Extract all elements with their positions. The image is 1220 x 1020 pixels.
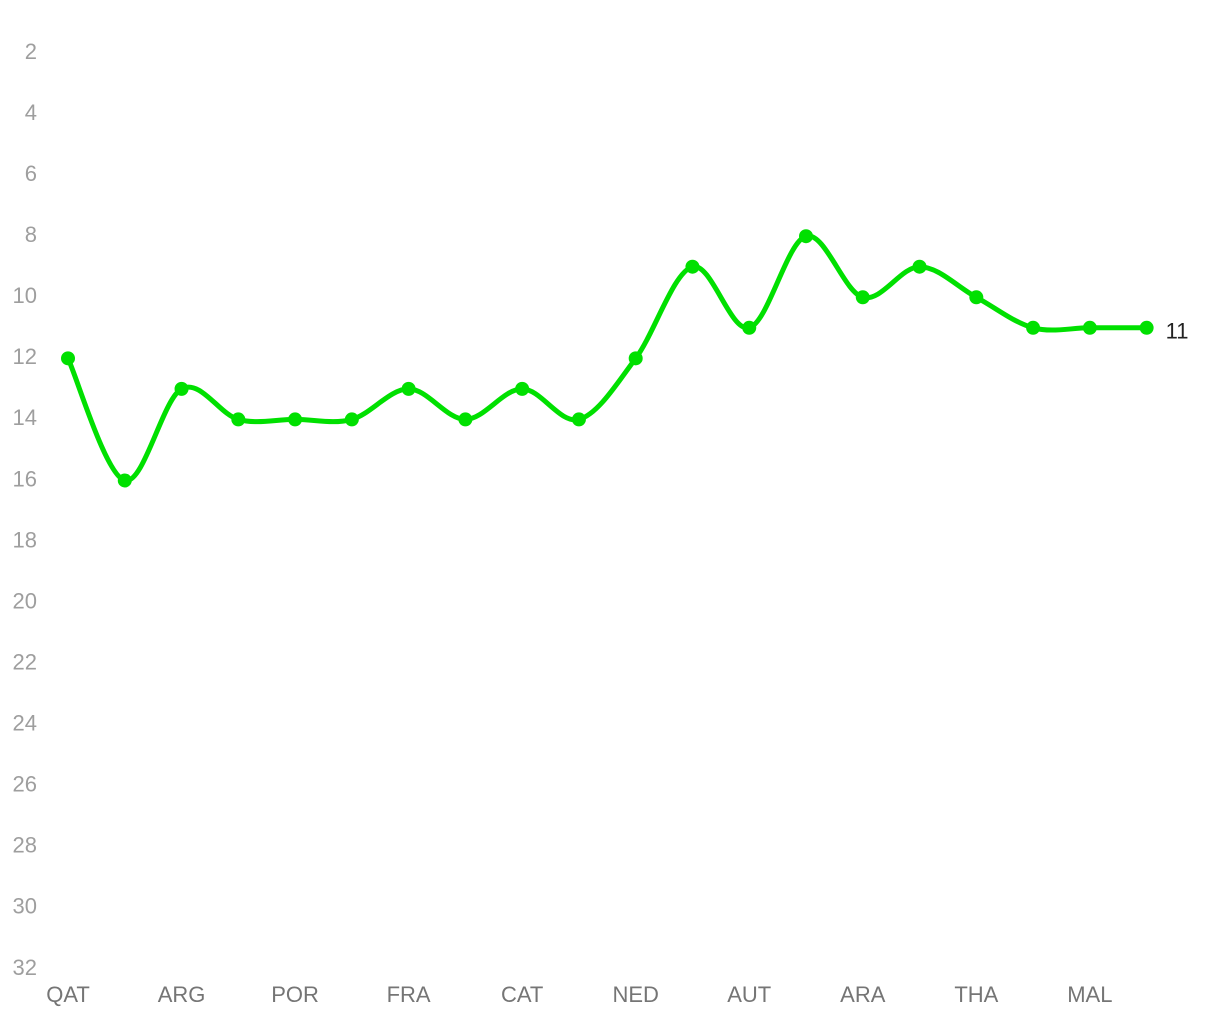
data-label: 11 [1166, 319, 1189, 344]
point [117, 473, 132, 488]
point [401, 381, 416, 396]
x-tick-label: FRA [387, 982, 431, 1007]
x-tick-label: POR [271, 982, 319, 1007]
point [174, 381, 189, 396]
y-tick-label: 6 [25, 161, 37, 186]
point [912, 259, 927, 274]
y-tick-label: 14 [13, 405, 37, 430]
point [288, 412, 303, 427]
y-tick-label: 12 [13, 344, 37, 369]
x-tick-label: ARA [840, 982, 886, 1007]
y-tick-label: 20 [13, 588, 37, 613]
y-tick-label: 32 [13, 955, 37, 980]
x-tick-label: ARG [158, 982, 206, 1007]
point [1139, 320, 1154, 335]
y-tick-label: 10 [13, 283, 37, 308]
point [855, 290, 870, 305]
y-tick-label: 18 [13, 527, 37, 552]
y-tick-label: 4 [25, 100, 37, 125]
y-tick-label: 8 [25, 222, 37, 247]
point [61, 351, 75, 366]
y-tick-label: 30 [13, 894, 37, 919]
y-tick-label: 22 [13, 649, 37, 674]
point [571, 412, 586, 427]
y-tick-label: 24 [13, 711, 37, 736]
line [65, 233, 1147, 483]
point [1026, 320, 1041, 335]
y-tick-label: 28 [13, 833, 37, 858]
point [515, 381, 530, 396]
x-tick-label: THA [954, 982, 998, 1007]
y-tick-label: 26 [13, 772, 37, 797]
point [1082, 320, 1097, 335]
point [344, 412, 359, 427]
point [969, 290, 984, 305]
x-tick-label: CAT [501, 982, 543, 1007]
y-tick-label: 16 [13, 466, 37, 491]
point [458, 412, 473, 427]
y-tick-label: 2 [25, 39, 37, 64]
point [628, 351, 643, 366]
point [742, 320, 757, 335]
x-tick-label: QAT [46, 982, 90, 1007]
point [231, 412, 246, 427]
x-tick-label: AUT [727, 982, 771, 1007]
point [685, 259, 700, 274]
x-tick-label: NED [612, 982, 658, 1007]
x-tick-label: MAL [1067, 982, 1112, 1007]
point [799, 229, 814, 244]
